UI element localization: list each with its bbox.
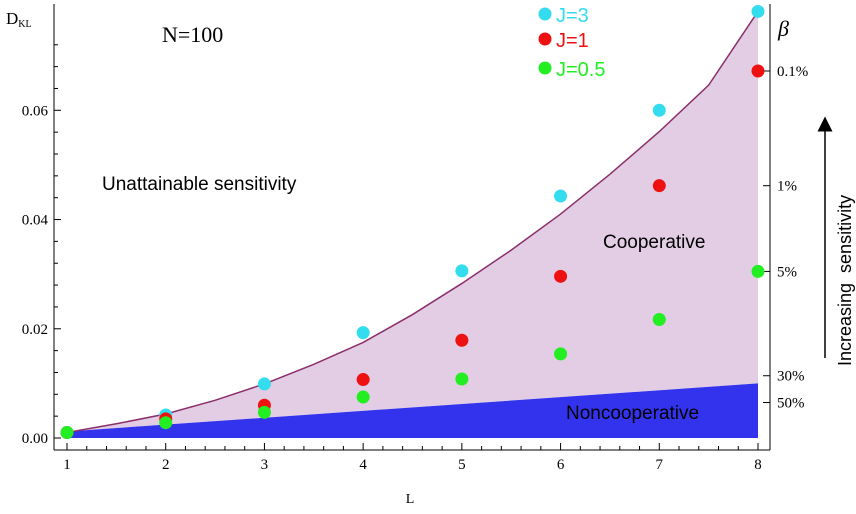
point-j05-l7: [652, 312, 666, 326]
noncooperative-label: Noncooperative: [566, 403, 699, 424]
cooperative-label: Cooperative: [603, 232, 705, 253]
legend-label-j3: J=3: [556, 5, 589, 27]
point-j1-l7: [652, 179, 666, 193]
sensitivity-label: Increasing sensitivity: [835, 195, 855, 366]
legend-marker-j1: [538, 32, 552, 46]
x-tick-label: 6: [557, 457, 565, 473]
point-j3-l6: [554, 189, 568, 203]
point-j3-l4: [356, 326, 370, 340]
point-j1-l6: [554, 269, 568, 283]
y-tick-label: 0.06: [22, 103, 49, 119]
x-tick-label: 3: [261, 457, 269, 473]
point-j1-l4: [356, 373, 370, 387]
x-tick-label: 4: [359, 457, 367, 473]
upper-bound-curve: [66, 11, 759, 434]
x-ticks: 1 2 3 4 5 6 7 8: [63, 443, 762, 473]
point-j1-l5: [455, 333, 469, 347]
x-tick-label: 1: [63, 457, 71, 473]
y-ticks: 0.00 0.02 0.04 0.06: [22, 44, 61, 447]
point-j05-l6: [554, 347, 568, 361]
beta-tick-label: 0.1%: [777, 64, 808, 80]
legend: J=3 J=1 J=0.5: [538, 5, 605, 81]
point-j3-l8: [751, 4, 765, 18]
right-ticks: 0.1% 1% 5% 30% 50%: [763, 64, 808, 412]
regions-layer: [66, 11, 759, 438]
point-j3-l7: [652, 103, 666, 117]
legend-marker-j3: [538, 7, 552, 21]
point-j3-l3: [257, 377, 271, 391]
labels-layer: DKL N=100 L β Unattainable sensitivity C…: [6, 9, 855, 507]
point-j05-l8: [751, 264, 765, 278]
y-tick-label: 0.04: [22, 213, 49, 229]
beta-tick-label: 50%: [777, 396, 805, 412]
axes-layer: 0.00 0.02 0.04 0.06 1 2 3 4 5 6 7 8 0.1% 1% 5% 30% 50%: [22, 4, 808, 473]
cooperative-region: [67, 11, 758, 433]
legend-label-j05: J=0.5: [556, 59, 605, 81]
x-tick-label: 8: [754, 457, 762, 473]
legend-label-j1: J=1: [556, 30, 589, 52]
point-j05-l1: [60, 426, 74, 440]
y-axis-label: DKL: [6, 9, 32, 30]
beta-tick-label: 5%: [777, 264, 797, 280]
x-tick-label: 5: [458, 457, 466, 473]
point-j3-l5: [455, 264, 469, 278]
legend-marker-j05: [538, 61, 552, 75]
noncooperative-region: [67, 383, 758, 438]
beta-axis-label: β: [777, 16, 789, 41]
point-j05-l5: [455, 372, 469, 386]
chart-title: N=100: [162, 22, 223, 47]
point-j05-l4: [356, 390, 370, 404]
point-j05-l2: [159, 416, 173, 430]
x-tick-label: 2: [162, 457, 170, 473]
beta-tick-label: 30%: [777, 369, 805, 385]
unattainable-label: Unattainable sensitivity: [102, 174, 297, 195]
y-tick-label: 0.02: [22, 322, 48, 338]
x-axis-label: L: [406, 492, 415, 507]
y-tick-label: 0.00: [22, 431, 48, 447]
data-points-layer: [60, 4, 765, 440]
x-tick-label: 7: [656, 457, 664, 473]
point-j05-l3: [257, 405, 271, 419]
beta-tick-label: 1%: [777, 179, 797, 195]
point-j1-l8: [751, 64, 765, 78]
